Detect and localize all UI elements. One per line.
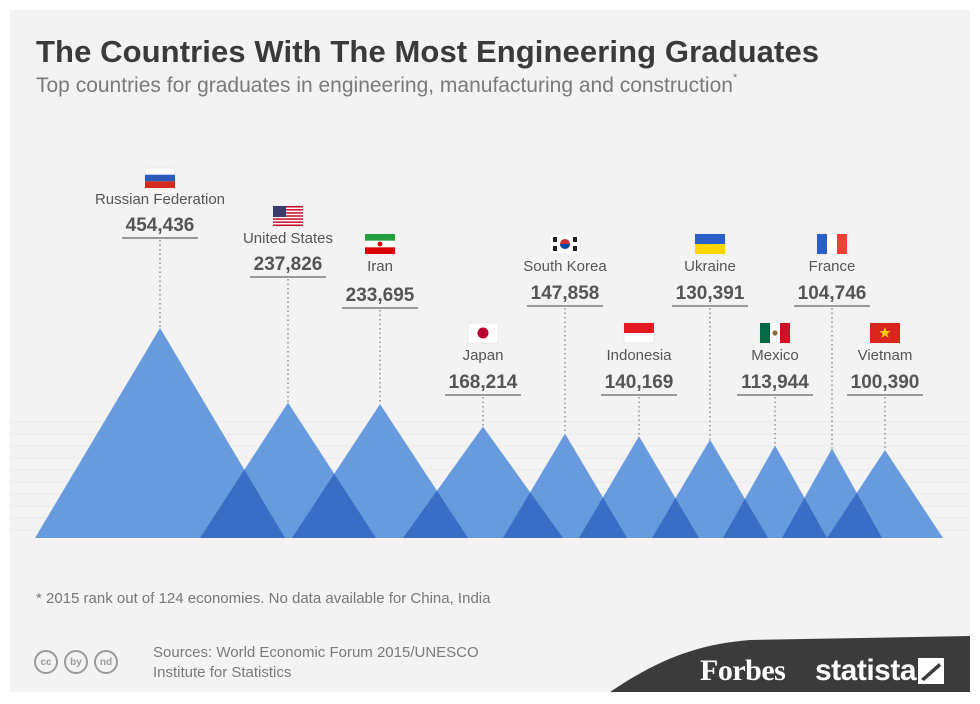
source-text: Sources: World Economic Forum 2015/UNESC… (153, 643, 479, 683)
statista-logo-icon (918, 658, 944, 684)
value-label: 233,695 (346, 285, 415, 306)
country-label: United States (243, 230, 333, 247)
chart-subtitle: Top countries for graduates in engineeri… (36, 72, 738, 98)
brand-bar (610, 636, 970, 692)
country-label: Iran (367, 258, 393, 275)
value-label: 140,169 (605, 372, 674, 393)
country-label: France (809, 258, 856, 275)
peak-overlap (652, 498, 699, 538)
infographic-card: The Countries With The Most Engineering … (10, 10, 970, 692)
source-line-2: Institute for Statistics (153, 664, 292, 681)
france-flag-icon (816, 233, 848, 255)
peak-overlap (503, 492, 563, 538)
peaks (35, 328, 943, 538)
indonesia-flag-icon (623, 322, 655, 344)
country-label: Vietnam (858, 347, 913, 364)
country-label: Mexico (751, 347, 799, 364)
value-label: 113,944 (741, 372, 809, 393)
country-label: Russian Federation (95, 191, 225, 208)
russia-flag-icon (144, 167, 176, 189)
peak-overlap (200, 469, 285, 538)
south-korea-flag-icon (549, 233, 581, 255)
value-label: 100,390 (851, 372, 920, 393)
japan-flag-icon (467, 322, 499, 344)
peak-overlap (579, 497, 627, 538)
mountain-chart: Russian Federation 454,436 United States 23… (10, 167, 970, 538)
country-label: Japan (463, 347, 504, 364)
forbes-logo[interactable]: Forbes (700, 654, 786, 687)
subtitle-footnote-mark: * (732, 72, 738, 84)
footnote: * 2015 rank out of 124 economies. No dat… (36, 590, 491, 607)
subtitle-text: Top countries for graduates in engineeri… (36, 74, 733, 97)
peak-overlap (292, 473, 376, 538)
peak-overlap (782, 497, 827, 538)
attribution-icon[interactable]: by (64, 650, 88, 674)
peak-overlap (827, 492, 882, 538)
iran-flag-icon (364, 233, 396, 255)
country-label: South Korea (523, 258, 607, 275)
creative-commons-icon[interactable]: cc (34, 650, 58, 674)
peak-overlap (723, 498, 768, 538)
source-line-1: Sources: World Economic Forum 2015/UNESC… (153, 644, 479, 661)
value-label: 104,746 (798, 283, 867, 304)
country-label: Ukraine (684, 258, 736, 275)
value-label: 147,858 (531, 283, 600, 304)
value-label: 454,436 (126, 215, 195, 236)
no-derivatives-icon[interactable]: nd (94, 650, 118, 674)
footer: cc by nd Sources: World Economic Forum 2… (10, 628, 970, 692)
value-label: 130,391 (676, 283, 745, 304)
country-label: Indonesia (606, 347, 672, 364)
mexico-flag-icon (759, 322, 791, 344)
license-icons: cc by nd (34, 650, 118, 674)
value-label: 168,214 (449, 372, 518, 393)
peak-overlap (403, 490, 468, 538)
chart-title: The Countries With The Most Engineering … (36, 34, 820, 69)
labels: Russian Federation 454,436 United States 23… (95, 167, 923, 450)
vietnam-flag-icon (869, 322, 901, 344)
statista-logo[interactable]: statista (815, 654, 917, 687)
usa-flag-icon (272, 205, 304, 227)
ukraine-flag-icon (694, 233, 726, 255)
value-label: 237,826 (254, 254, 323, 275)
peak-russian-federation (35, 328, 285, 538)
